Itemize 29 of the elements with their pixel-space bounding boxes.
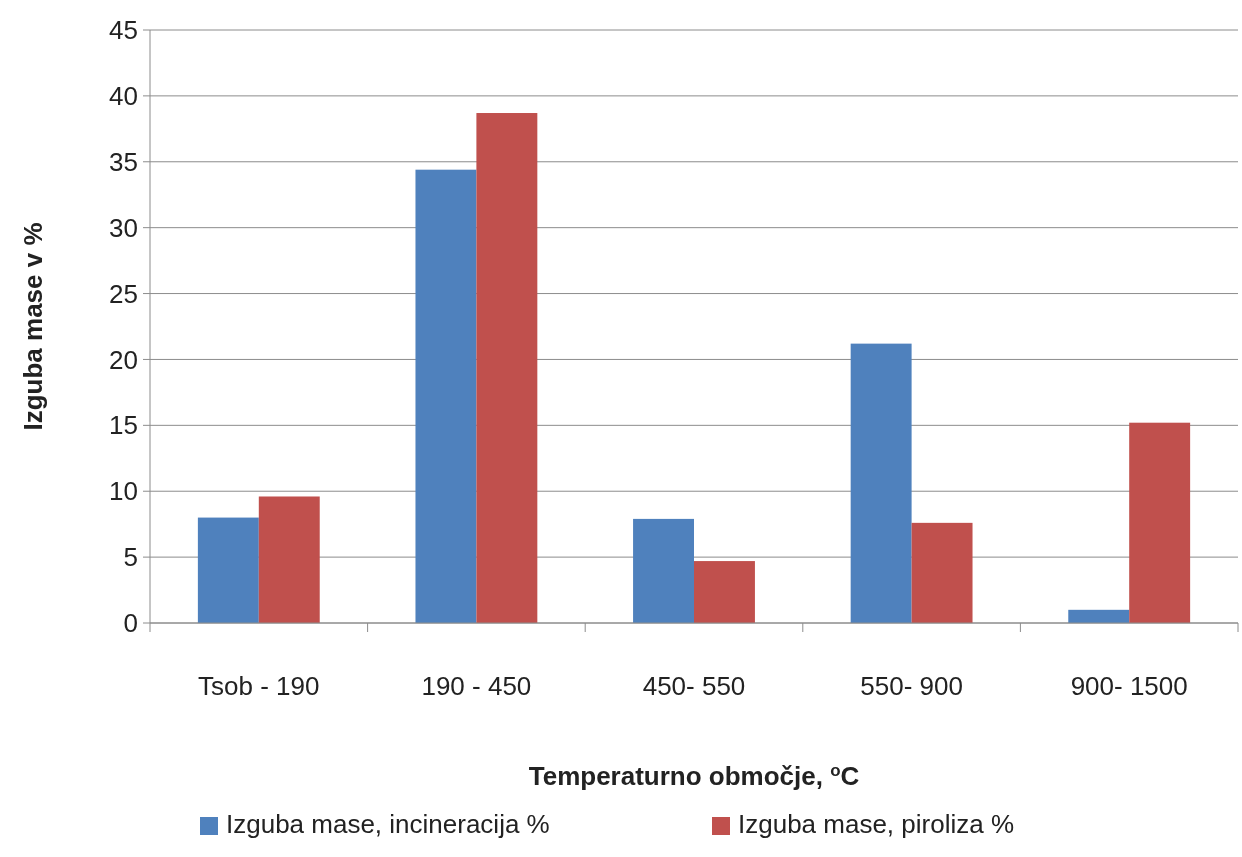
bar xyxy=(633,518,694,623)
bar xyxy=(197,517,259,623)
y-tick-label: 45 xyxy=(109,15,138,46)
x-tick-label: 900- 1500 xyxy=(1070,671,1188,701)
x-tick-label: 190 - 450 xyxy=(421,671,532,701)
x-tick-label: 550- 900 xyxy=(860,671,963,701)
y-axis-title: Izguba mase v % xyxy=(18,222,48,431)
x-tick-label: Tsob - 190 xyxy=(198,671,320,701)
legend-label: Izguba mase, incineracija % xyxy=(226,809,550,839)
y-tick-label: 40 xyxy=(109,80,138,111)
bar xyxy=(850,343,912,623)
bar xyxy=(476,113,538,623)
bar xyxy=(1129,422,1191,623)
y-tick-label: 20 xyxy=(109,344,138,375)
bar xyxy=(258,496,320,623)
bar xyxy=(1068,609,1130,623)
y-tick-label: 15 xyxy=(109,410,138,441)
x-tick-label: 450- 550 xyxy=(642,671,746,701)
y-tick-label: 30 xyxy=(109,212,138,243)
legend-label: Izguba mase, piroliza % xyxy=(738,809,1015,839)
bar xyxy=(911,522,973,623)
y-tick-label: 10 xyxy=(109,476,138,507)
y-tick-label: 25 xyxy=(109,278,138,309)
bar xyxy=(694,561,755,623)
x-axis-title: Temperaturno območje, $^{o}$C xyxy=(528,760,860,791)
y-tick-label: 5 xyxy=(123,542,138,573)
bar xyxy=(415,169,477,623)
y-tick-label: 35 xyxy=(109,146,138,177)
y-tick-label: 0 xyxy=(123,608,138,639)
